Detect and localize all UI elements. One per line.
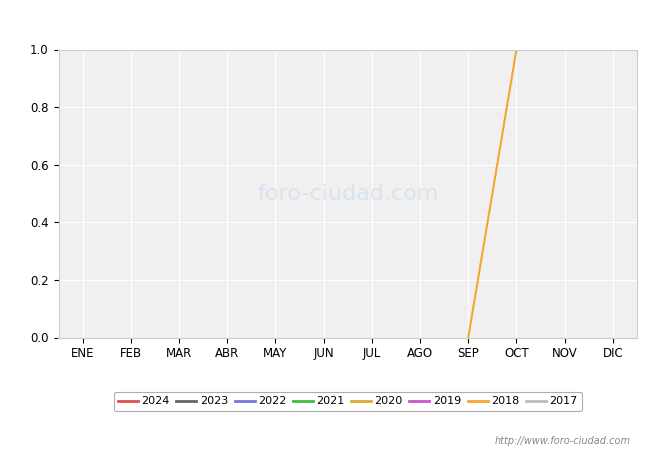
Text: foro-ciudad.com: foro-ciudad.com bbox=[257, 184, 439, 203]
Legend: 2024, 2023, 2022, 2021, 2020, 2019, 2018, 2017: 2024, 2023, 2022, 2021, 2020, 2019, 2018… bbox=[114, 392, 582, 411]
Text: http://www.foro-ciudad.com: http://www.foro-ciudad.com bbox=[495, 436, 630, 446]
Text: Afiliados en Balconchán a 31/5/2024: Afiliados en Balconchán a 31/5/2024 bbox=[174, 14, 476, 33]
